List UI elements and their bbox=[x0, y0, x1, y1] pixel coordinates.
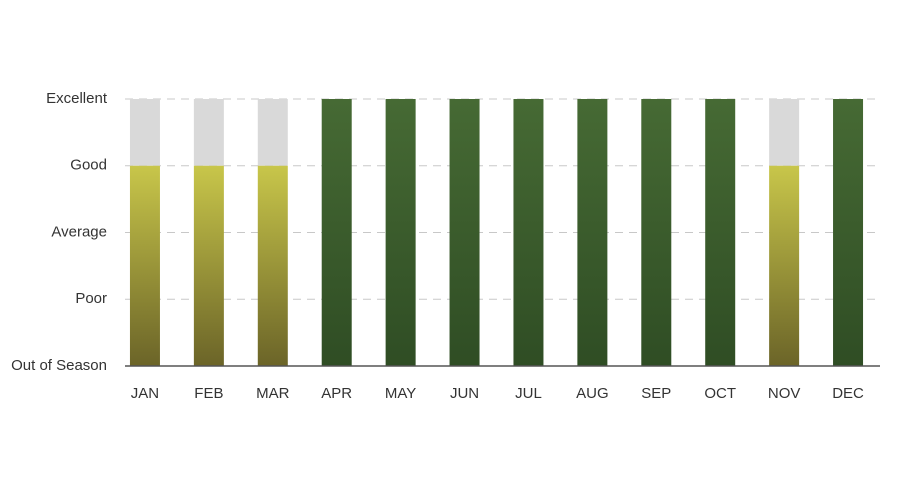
bar bbox=[193, 165, 224, 366]
bar bbox=[449, 99, 480, 366]
x-tick-label: AUG bbox=[576, 385, 609, 402]
x-tick-label: MAR bbox=[256, 385, 290, 402]
bar bbox=[833, 99, 864, 366]
x-tick-label: JAN bbox=[131, 385, 159, 402]
y-tick-label: Good bbox=[70, 157, 107, 174]
x-tick-label: NOV bbox=[768, 385, 801, 402]
x-tick-label: JUL bbox=[515, 385, 542, 402]
x-tick-label: DEC bbox=[832, 385, 864, 402]
bar bbox=[577, 99, 608, 366]
track bbox=[769, 99, 800, 166]
track bbox=[193, 99, 224, 166]
x-tick-label: FEB bbox=[194, 385, 223, 402]
x-tick-label: OCT bbox=[704, 385, 736, 402]
x-tick-label: SEP bbox=[641, 385, 671, 402]
track bbox=[257, 99, 288, 166]
y-tick-label: Poor bbox=[75, 290, 107, 307]
bar bbox=[641, 99, 672, 366]
bar bbox=[257, 165, 288, 366]
bar bbox=[321, 99, 352, 366]
x-tick-label: APR bbox=[321, 385, 352, 402]
bar bbox=[385, 99, 416, 366]
x-tick-label: JUN bbox=[450, 385, 479, 402]
bar bbox=[705, 99, 736, 366]
bar bbox=[769, 165, 800, 366]
bar bbox=[513, 99, 544, 366]
y-tick-label: Excellent bbox=[46, 90, 108, 107]
track bbox=[129, 99, 160, 166]
y-tick-label: Average bbox=[51, 223, 107, 240]
y-tick-label: Out of Season bbox=[11, 357, 107, 374]
x-tick-label: MAY bbox=[385, 385, 416, 402]
bar bbox=[129, 165, 160, 366]
